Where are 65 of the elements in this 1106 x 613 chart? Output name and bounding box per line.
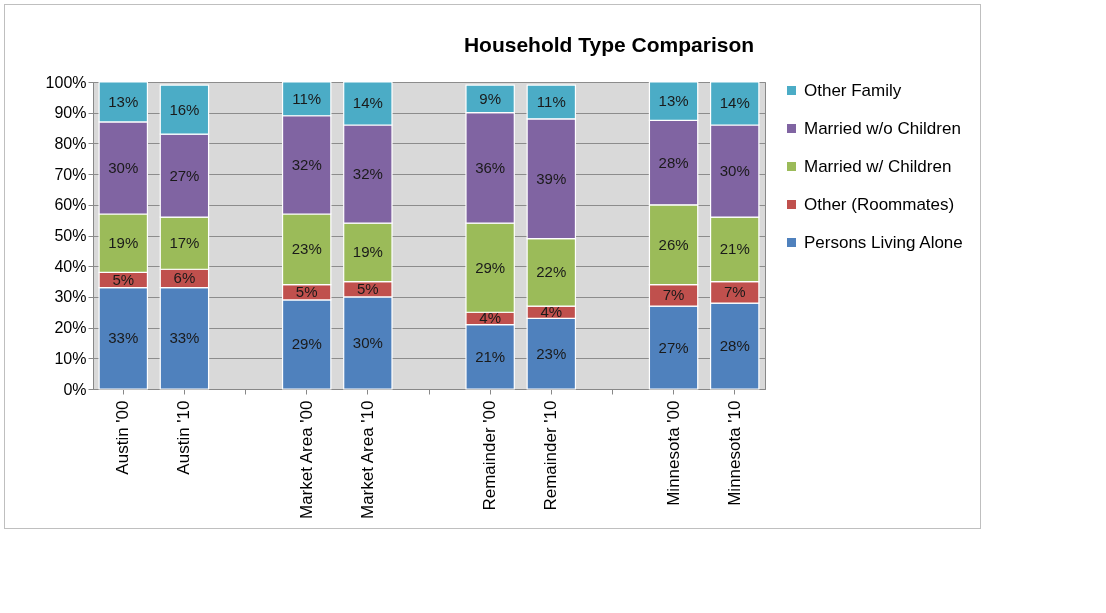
data-label: 32%: [291, 155, 322, 173]
x-tick-label: Market Area '00: [296, 400, 316, 520]
data-label: 19%: [352, 243, 383, 261]
y-tick-label: 10%: [54, 349, 87, 367]
legend-label: Other Family: [804, 80, 902, 100]
legend-label: Persons Living Alone: [804, 232, 963, 252]
legend-label: Married w/ Children: [804, 156, 952, 176]
data-label: 36%: [475, 158, 506, 176]
data-label: 30%: [719, 162, 750, 180]
data-label: 28%: [719, 337, 750, 355]
x-tick-label: Austin '00: [113, 400, 133, 475]
data-label: 14%: [719, 94, 750, 112]
data-label: 13%: [658, 92, 689, 110]
data-label: 28%: [658, 153, 689, 171]
y-tick-label: 40%: [54, 257, 87, 275]
data-label: 7%: [662, 286, 685, 304]
data-label: 7%: [723, 283, 746, 301]
x-tick-label: Minnesota '00: [663, 400, 683, 506]
data-label: 26%: [658, 235, 689, 253]
legend-label: Married w/o Children: [804, 118, 961, 138]
chart-title: Household Type Comparison: [463, 33, 755, 56]
data-label: 17%: [169, 234, 200, 252]
data-label: 23%: [536, 344, 567, 362]
data-label: 13%: [108, 92, 139, 110]
y-tick-label: 90%: [54, 104, 87, 122]
data-label: 16%: [169, 100, 200, 118]
x-tick-label: Market Area '10: [357, 400, 377, 520]
data-label: 39%: [536, 169, 567, 187]
y-tick-label: 30%: [54, 288, 87, 306]
data-label: 4%: [479, 309, 501, 327]
data-label: 5%: [357, 280, 379, 298]
data-label: 33%: [108, 329, 139, 347]
data-label: 4%: [540, 303, 563, 321]
legend-label: Other (Roommates): [804, 194, 955, 214]
data-label: 23%: [291, 240, 322, 258]
y-tick-label: 70%: [54, 165, 87, 183]
x-tick-label: Austin '10: [174, 400, 194, 475]
data-label: 21%: [719, 240, 750, 258]
x-tick-label: Remainder '00: [480, 400, 500, 511]
y-tick-label: 60%: [54, 196, 87, 214]
data-label: 11%: [536, 92, 566, 110]
data-label: 30%: [108, 158, 139, 176]
data-label: 29%: [475, 258, 506, 276]
data-label: 11%: [292, 89, 322, 107]
data-label: 19%: [108, 234, 139, 252]
y-tick-label: 20%: [54, 319, 87, 337]
y-tick-label: 80%: [54, 134, 87, 152]
y-tick-label: 0%: [63, 380, 87, 398]
data-label: 32%: [352, 165, 383, 183]
y-tick-label: 50%: [54, 227, 87, 244]
data-label: 27%: [658, 338, 689, 356]
data-label: 5%: [295, 283, 318, 301]
data-label: 30%: [352, 333, 383, 351]
data-label: 27%: [169, 166, 200, 184]
x-tick-label: Minnesota '10: [724, 400, 744, 506]
data-label: 22%: [536, 263, 567, 281]
data-label: 29%: [291, 335, 322, 353]
data-label: 21%: [475, 347, 506, 365]
data-label: 5%: [112, 271, 135, 289]
data-label: 33%: [169, 329, 200, 347]
data-label: 9%: [479, 89, 501, 107]
y-tick-label: 100%: [45, 73, 87, 91]
x-tick-label: Remainder '10: [541, 400, 561, 511]
data-label: 14%: [352, 94, 383, 112]
data-label: 6%: [173, 269, 196, 287]
